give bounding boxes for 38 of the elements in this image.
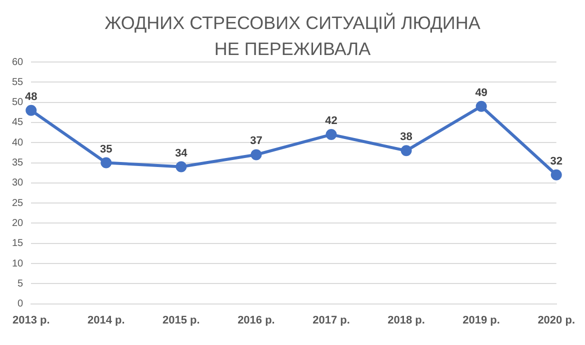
y-tick-label: 40 — [12, 137, 24, 148]
x-tick-label: 2019 р. — [462, 314, 500, 326]
y-tick-label: 5 — [18, 278, 24, 290]
data-label: 37 — [250, 135, 262, 148]
point — [400, 145, 412, 156]
data-label: 49 — [475, 86, 488, 99]
point — [26, 104, 37, 116]
y-tick-label: 55 — [12, 76, 24, 88]
y-tick-label: 0 — [18, 298, 24, 310]
y-tick-label: 10 — [12, 258, 24, 270]
y-tick-label: 60 — [12, 56, 24, 68]
data-label: 32 — [550, 155, 562, 168]
data-label: 42 — [325, 115, 338, 128]
x-tick-label: 2015 р. — [162, 314, 200, 326]
point — [550, 169, 562, 180]
y-tick-label: 20 — [12, 218, 24, 229]
x-tick-label: 2013 р. — [12, 314, 50, 326]
x-tick-label: 2014 р. — [88, 314, 125, 326]
point — [176, 161, 187, 172]
y-tick-label: 30 — [12, 178, 24, 189]
x-tick-label: 2016 р. — [238, 314, 275, 326]
chart-title: ЖОДНИХ СТРЕСОВИХ СИТУАЦІЙ ЛЮДИНА НЕ ПЕРЕЖИВАЛА — [104, 12, 482, 61]
data-label: 48 — [25, 90, 38, 103]
y-tick-label: 15 — [12, 238, 24, 250]
y-tick-label: 45 — [12, 117, 24, 128]
data-label: 38 — [400, 131, 412, 144]
y-tick-label: 35 — [12, 158, 24, 168]
y-tick-label: 50 — [12, 97, 24, 108]
data-label: 35 — [100, 143, 112, 156]
y-tick-label: 25 — [12, 198, 24, 209]
point — [100, 157, 112, 168]
point — [250, 149, 262, 160]
x-tick-label: 2020 р. — [538, 314, 576, 326]
x-tick-label: 2018 р. — [388, 314, 425, 326]
point — [476, 100, 487, 112]
data-label: 34 — [175, 147, 188, 160]
x-tick-label: 2017 р. — [312, 314, 350, 326]
point — [326, 129, 337, 140]
